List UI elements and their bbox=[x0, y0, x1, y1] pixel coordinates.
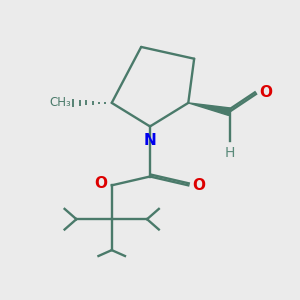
Polygon shape bbox=[188, 103, 230, 116]
Text: CH₃: CH₃ bbox=[49, 96, 71, 110]
Text: H: H bbox=[224, 146, 235, 161]
Text: O: O bbox=[259, 85, 272, 100]
Text: O: O bbox=[192, 178, 205, 193]
Text: N: N bbox=[144, 133, 156, 148]
Text: O: O bbox=[94, 176, 107, 191]
